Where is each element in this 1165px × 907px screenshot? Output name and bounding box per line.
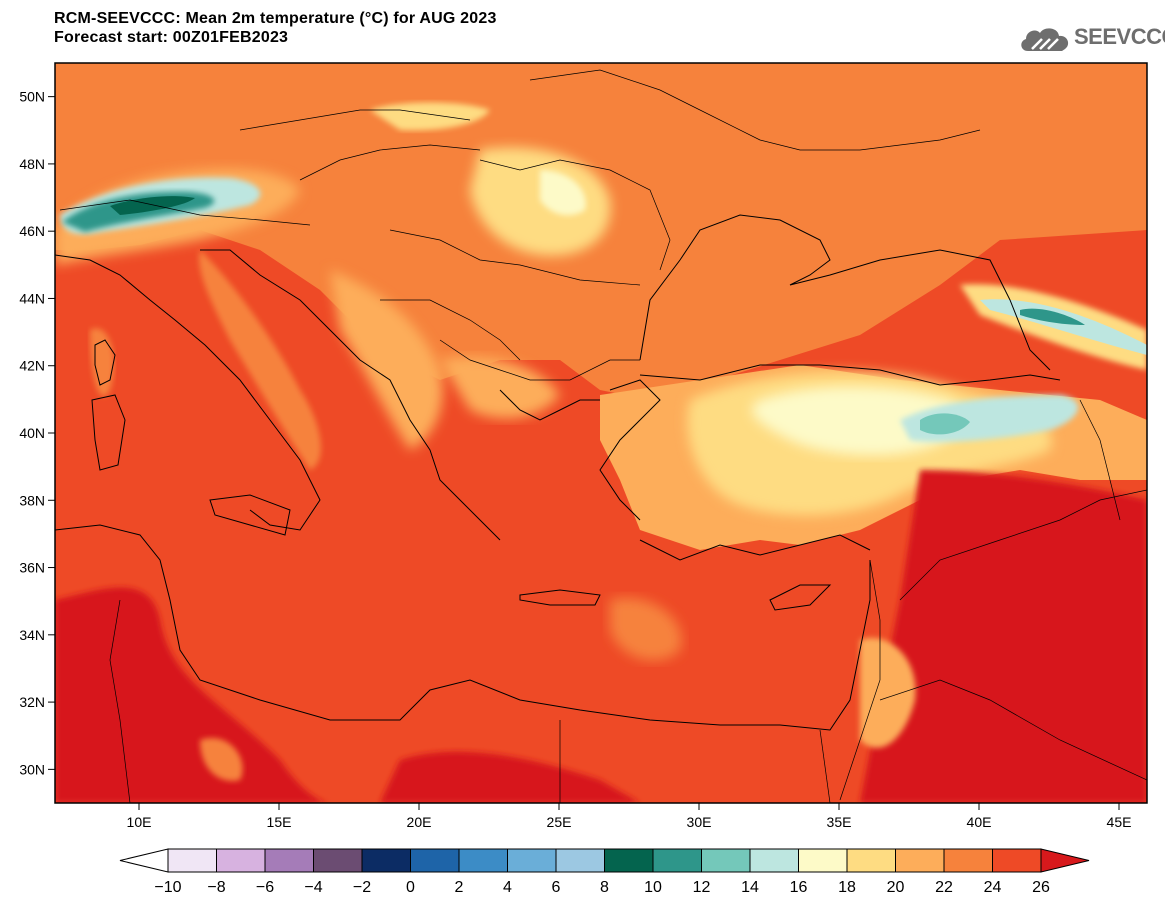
lat-tick-label: 34N bbox=[19, 627, 45, 643]
colorbar-level-label: −8 bbox=[207, 879, 225, 896]
lon-tick-label: 25E bbox=[547, 814, 572, 830]
colorbar-swatch bbox=[264, 848, 314, 873]
colorbar-swatch bbox=[701, 848, 751, 873]
title-line-2: Forecast start: 00Z01FEB2023 bbox=[54, 29, 289, 46]
colorbar-swatch bbox=[507, 848, 557, 873]
longitude-axis: 10E 15E 20E 25E 30E 35E 40E 45E bbox=[127, 803, 1132, 830]
lon-tick-label: 15E bbox=[267, 814, 292, 830]
colorbar-level-label: 2 bbox=[455, 879, 464, 896]
colorbar-level-label: 6 bbox=[552, 879, 561, 896]
lat-tick-label: 42N bbox=[19, 358, 45, 374]
colorbar-swatch bbox=[313, 848, 363, 873]
colorbar-swatch bbox=[458, 848, 508, 873]
lon-tick-label: 20E bbox=[407, 814, 432, 830]
title-line-1: RCM-SEEVCCC: Mean 2m temperature (°C) fo… bbox=[54, 10, 497, 27]
colorbar-level-label: −10 bbox=[154, 879, 181, 896]
latitude-axis: 50N 48N 46N 44N 42N 40N 38N 36N 34N 32N 30N bbox=[19, 89, 55, 777]
lat-tick-label: 48N bbox=[19, 156, 45, 172]
colorbar-level-label: 0 bbox=[406, 879, 415, 896]
lat-tick-label: 50N bbox=[19, 89, 45, 105]
colorbar-level-label: 8 bbox=[600, 879, 609, 896]
coastlines bbox=[55, 214, 1061, 731]
seevccc-logo: SEEVCCC bbox=[1018, 22, 1165, 56]
colorbar-swatch bbox=[555, 848, 605, 873]
logo-text: SEEVCCC bbox=[1074, 24, 1165, 49]
lat-tick-label: 46N bbox=[19, 223, 45, 239]
lon-tick-label: 45E bbox=[1107, 814, 1132, 830]
colorbar-swatch bbox=[943, 848, 993, 873]
colorbar-swatch bbox=[410, 848, 460, 873]
colorbar-level-label: −2 bbox=[353, 879, 371, 896]
colorbar-level-label: 26 bbox=[1032, 879, 1050, 896]
colorbar-swatch bbox=[749, 848, 799, 873]
lat-tick-label: 36N bbox=[19, 560, 45, 576]
colorbar-swatch bbox=[846, 848, 896, 873]
lon-tick-label: 10E bbox=[127, 814, 152, 830]
colorbar-level-label: 14 bbox=[741, 879, 759, 896]
lat-tick-label: 30N bbox=[19, 761, 45, 777]
colorbar-swatch bbox=[652, 848, 702, 873]
colorbar-level-label: 18 bbox=[838, 879, 856, 896]
colorbar-level-label: 12 bbox=[693, 879, 711, 896]
lon-tick-label: 40E bbox=[967, 814, 992, 830]
colorbar-level-label: 22 bbox=[935, 879, 953, 896]
colorbar-low-extend bbox=[119, 848, 169, 873]
colorbar-swatch bbox=[361, 848, 411, 873]
colorbar-level-label: 24 bbox=[984, 879, 1002, 896]
lat-tick-label: 38N bbox=[19, 492, 45, 508]
colorbar-swatch bbox=[216, 848, 266, 873]
lat-tick-label: 32N bbox=[19, 694, 45, 710]
lon-tick-label: 30E bbox=[687, 814, 712, 830]
map-title: RCM-SEEVCCC: Mean 2m temperature (°C) fo… bbox=[54, 9, 497, 47]
colorbar-level-label: 10 bbox=[644, 879, 662, 896]
cloud-logo-icon bbox=[1021, 28, 1069, 51]
colorbar-swatch bbox=[604, 848, 654, 873]
colorbar-level-label: 4 bbox=[503, 879, 512, 896]
country-borders bbox=[59, 69, 1147, 803]
lat-tick-label: 40N bbox=[19, 425, 45, 441]
colorbar-level-label: 20 bbox=[887, 879, 905, 896]
colorbar-swatch bbox=[992, 848, 1042, 873]
colorbar-level-label: −4 bbox=[304, 879, 322, 896]
colorbar: −10 −8 −6 −4 −2 0 2 4 6 8 10 12 14 16 18 20 22 24 26 bbox=[119, 848, 1090, 896]
temperature-field bbox=[55, 63, 1147, 803]
colorbar-swatch bbox=[798, 848, 848, 873]
colorbar-high-extend bbox=[1040, 848, 1090, 873]
lat-tick-label: 44N bbox=[19, 290, 45, 306]
colorbar-swatch bbox=[167, 848, 217, 873]
colorbar-level-label: 16 bbox=[790, 879, 808, 896]
lon-tick-label: 35E bbox=[827, 814, 852, 830]
colorbar-swatch bbox=[895, 848, 945, 873]
colorbar-level-label: −6 bbox=[256, 879, 274, 896]
